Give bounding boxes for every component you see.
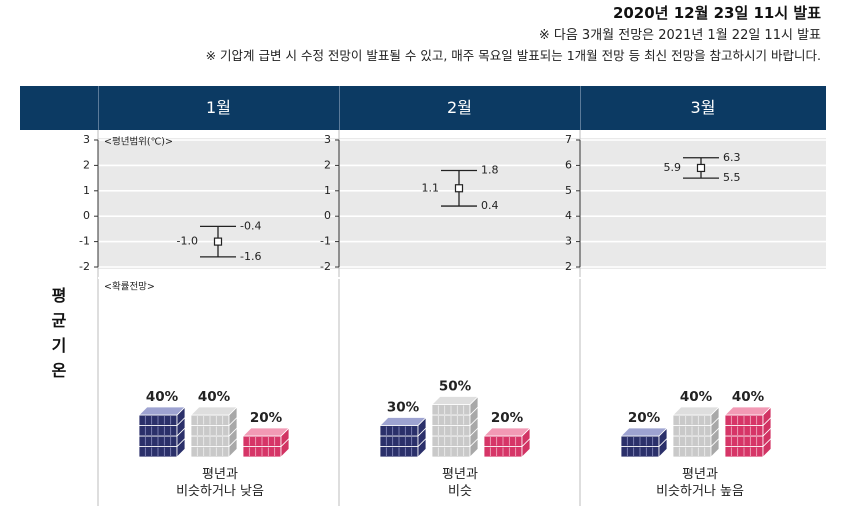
range-panel-label: <평년범위(℃)> xyxy=(104,136,173,148)
range-low-label: 0.4 xyxy=(481,199,499,212)
header-divider xyxy=(580,86,581,130)
prob-label-normal: 40% xyxy=(680,389,713,405)
range-high-label: 6.3 xyxy=(723,151,741,164)
prob-label-below: 30% xyxy=(387,400,420,416)
month-header-mar: 3월 xyxy=(690,98,716,117)
prob-stack-normal xyxy=(672,406,720,458)
range-center-marker xyxy=(454,184,464,193)
y-tick-label: 1 xyxy=(324,184,331,197)
prob-stack-above xyxy=(483,427,531,458)
prob-stack-normal xyxy=(431,395,479,458)
mean-temperature-label: 평 균 기 온 xyxy=(51,286,67,380)
prob-panel-label: <확률전망> xyxy=(104,281,155,293)
prob-stack-below xyxy=(138,406,186,458)
prob-label-above: 20% xyxy=(491,410,524,426)
forecast-caption-mar: 평년과 비슷하거나 높음 xyxy=(656,467,744,499)
month-header-band xyxy=(20,86,826,130)
y-tick-label: 2 xyxy=(83,158,90,171)
month-header-feb: 2월 xyxy=(447,98,472,117)
y-tick-label: -2 xyxy=(320,260,331,273)
prob-label-above: 40% xyxy=(732,389,765,405)
range-low-label: 5.5 xyxy=(723,171,741,184)
range-low-label: -1.6 xyxy=(240,250,261,263)
update-note: ※ 기압계 급변 시 수정 전망이 발표될 수 있고, 매주 목요일 발표되는 … xyxy=(205,48,821,63)
prob-label-normal: 50% xyxy=(439,379,472,395)
y-tick-label: -1 xyxy=(320,235,331,248)
prob-stack-above xyxy=(242,427,290,458)
y-tick-label: 4 xyxy=(565,209,572,222)
y-tick-label: 6 xyxy=(565,158,572,171)
range-center-marker xyxy=(213,237,223,246)
next-forecast-note: ※ 다음 3개월 전망은 2021년 1월 22일 11시 발표 xyxy=(538,28,821,43)
y-tick-label: 3 xyxy=(565,235,572,248)
y-tick-label: -1 xyxy=(79,235,90,248)
y-tick-label: 0 xyxy=(324,209,331,222)
prob-label-below: 20% xyxy=(628,410,661,426)
range-center-marker xyxy=(696,163,706,173)
y-tick-label: 1 xyxy=(83,184,90,197)
y-tick-label: 2 xyxy=(324,158,331,171)
range-center-label: 1.1 xyxy=(422,181,440,194)
range-panel-bg xyxy=(98,138,826,269)
prob-label-above: 20% xyxy=(250,410,283,426)
prob-stack-above xyxy=(724,406,772,458)
prob-stack-below xyxy=(379,416,427,458)
range-high-label: -0.4 xyxy=(240,219,261,232)
range-center-label: 5.9 xyxy=(664,161,682,174)
range-center-label: -1.0 xyxy=(177,235,198,248)
y-tick-label: 7 xyxy=(565,133,572,146)
header-divider xyxy=(339,86,340,130)
forecast-caption-jan: 평년과 비슷하거나 낮음 xyxy=(176,467,264,499)
prob-label-normal: 40% xyxy=(198,389,231,405)
prob-label-below: 40% xyxy=(146,389,179,405)
y-tick-label: 3 xyxy=(83,133,90,146)
issue-date: 2020년 12월 23일 11시 발표 xyxy=(612,4,821,22)
prob-stack-normal xyxy=(190,406,238,458)
y-tick-label: -2 xyxy=(79,260,90,273)
y-tick-label: 2 xyxy=(565,260,572,273)
y-tick-label: 5 xyxy=(565,184,572,197)
range-high-label: 1.8 xyxy=(481,163,499,176)
month-header-jan: 1월 xyxy=(206,98,231,117)
y-tick-label: 0 xyxy=(83,209,90,222)
prob-stack-below xyxy=(620,427,668,458)
header-divider xyxy=(98,86,99,130)
forecast-caption-feb: 평년과 비슷 xyxy=(442,467,478,499)
y-tick-label: 3 xyxy=(324,133,331,146)
